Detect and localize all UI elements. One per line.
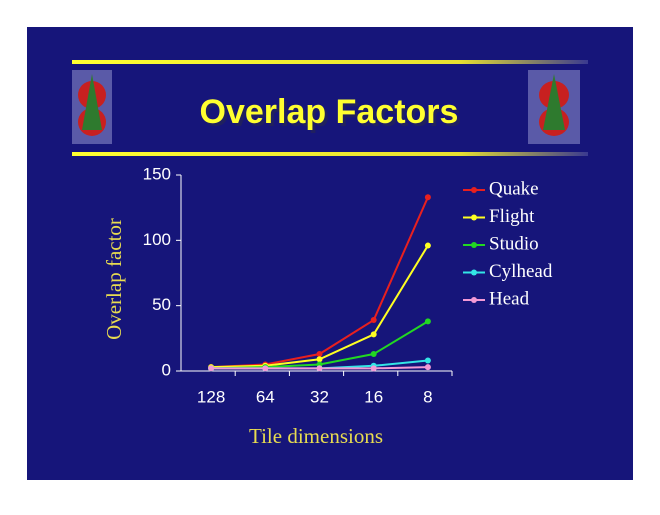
data-point xyxy=(316,356,323,363)
legend-marker xyxy=(471,214,477,221)
x-tick-label: 32 xyxy=(310,387,329,406)
y-tick-label: 0 xyxy=(162,360,171,379)
data-point xyxy=(424,242,431,249)
legend-marker xyxy=(471,269,477,276)
legend-marker xyxy=(471,187,477,193)
chart-title: Overlap Factors xyxy=(200,93,459,131)
title-rule xyxy=(72,152,588,156)
data-point xyxy=(316,351,323,358)
y-axis-label: Overlap factor xyxy=(102,218,126,340)
legend-marker xyxy=(471,242,477,248)
data-point xyxy=(370,331,377,338)
data-point xyxy=(370,365,377,372)
y-tick-label: 100 xyxy=(143,230,171,249)
title-shadow: Overlap Factors xyxy=(203,96,462,134)
data-point xyxy=(424,318,431,325)
data-point xyxy=(370,317,377,324)
legend-marker xyxy=(471,297,477,303)
x-tick-label: 128 xyxy=(197,387,225,406)
y-tick-label: 150 xyxy=(143,164,171,183)
data-point xyxy=(424,364,431,371)
logo xyxy=(72,70,112,144)
data-point xyxy=(424,194,431,201)
data-point xyxy=(262,365,269,372)
title-rule xyxy=(72,60,588,64)
y-tick-label: 50 xyxy=(152,295,171,314)
x-tick-label: 16 xyxy=(364,387,383,406)
data-point xyxy=(370,351,377,358)
x-axis-label: Tile dimensions xyxy=(249,424,383,448)
legend-label: Flight xyxy=(489,206,535,227)
logo xyxy=(528,70,580,144)
data-point xyxy=(424,357,431,364)
legend-label: Head xyxy=(489,288,530,309)
data-point xyxy=(208,365,215,372)
x-tick-label: 64 xyxy=(256,387,275,406)
legend-label: Cylhead xyxy=(489,261,553,282)
data-point xyxy=(316,365,323,372)
legend-label: Quake xyxy=(489,178,539,199)
x-tick-label: 8 xyxy=(423,387,432,406)
legend-label: Studio xyxy=(489,233,539,254)
